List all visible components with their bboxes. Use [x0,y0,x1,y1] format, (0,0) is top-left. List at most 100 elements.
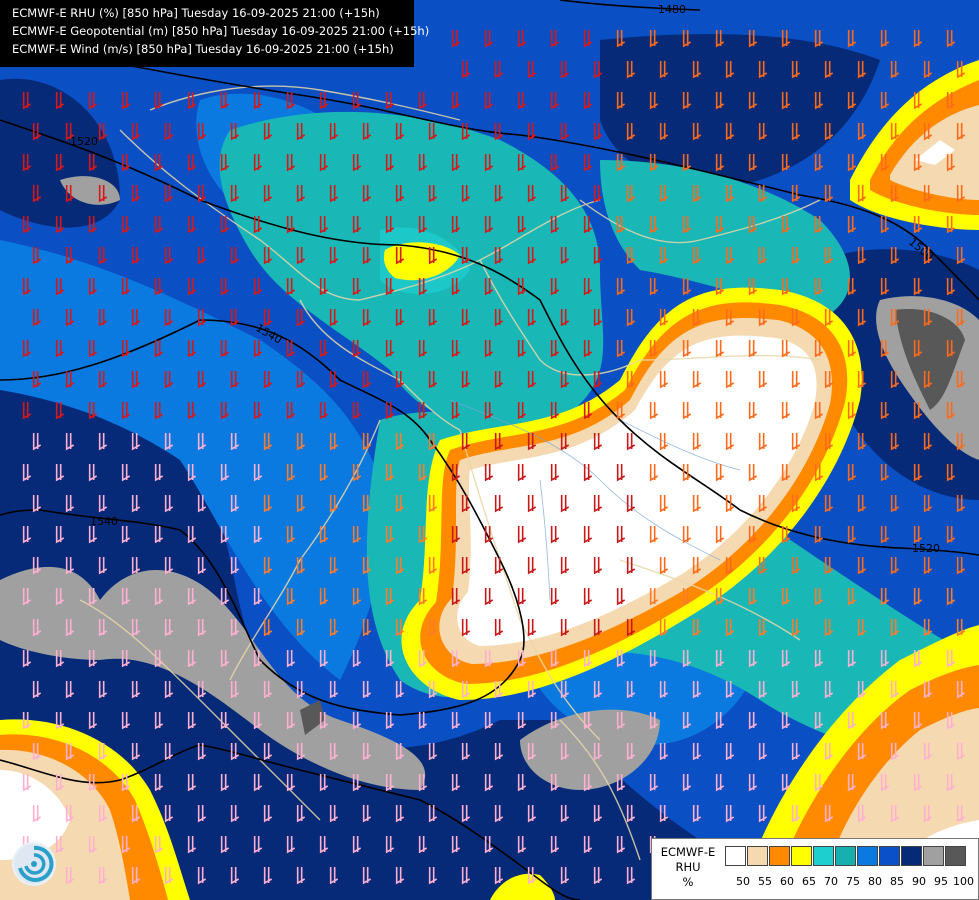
wind-barb [121,836,131,854]
legend-title-variable: RHU [675,860,701,874]
wind-barb [626,805,636,823]
wind-barb [527,867,537,885]
wind-barb [616,650,626,668]
wind-barb [527,247,537,265]
wind-barb [329,433,339,451]
wind-barb [55,92,65,110]
wind-barb [319,774,329,792]
wind-barb [418,340,428,358]
wind-barb [154,650,164,668]
wind-barb [230,495,240,513]
wind-barb [715,278,725,296]
wind-barb [847,526,857,544]
wind-barb [352,340,362,358]
wind-barb [263,495,273,513]
wind-barb [527,371,537,389]
wind-barb [649,774,659,792]
wind-barb [517,836,527,854]
wind-barb [22,92,32,110]
wind-barb [550,92,560,110]
wind-barb [494,247,504,265]
wind-barb [451,278,461,296]
wind-barb [263,619,273,637]
wind-barb [649,588,659,606]
wind-barb [494,433,504,451]
wind-barb [22,712,32,730]
wind-barb [550,154,560,172]
wind-barb [659,619,669,637]
wind-barbs [22,30,966,885]
wind-barb [352,712,362,730]
wind-barb [583,526,593,544]
wind-barb [715,588,725,606]
wind-barb [263,867,273,885]
legend-title-model: ECMWF-E [660,845,716,859]
wind-barb [748,402,758,420]
contour-label: 1540 [90,515,118,528]
wind-barb [593,495,603,513]
wind-barb [65,681,75,699]
wind-barb [154,464,164,482]
wind-barb [550,402,560,420]
wind-barb [715,712,725,730]
wind-barb [451,340,461,358]
wind-barb [494,805,504,823]
wind-barb [890,61,900,79]
wind-barb [197,867,207,885]
wind-barb [65,433,75,451]
wind-barb [847,154,857,172]
wind-barb [362,867,372,885]
wind-barb [814,340,824,358]
wind-barb [484,154,494,172]
wind-barb [913,526,923,544]
wind-barb [253,588,263,606]
wind-barb [550,30,560,48]
wind-barb [451,216,461,234]
wind-barb [781,650,791,668]
legend-label: 95 [934,875,948,888]
wind-barb [296,619,306,637]
wind-barb [22,588,32,606]
wind-barb [692,123,702,141]
wind-barb [956,681,966,699]
wind-barb [956,743,966,761]
wind-barb [484,402,494,420]
wind-barb [484,92,494,110]
wind-barb [814,712,824,730]
wind-barb [362,681,372,699]
wind-barb [55,526,65,544]
wind-barb [758,619,768,637]
wind-barb [857,185,867,203]
wind-barb [616,774,626,792]
wind-barb [649,402,659,420]
wind-barb [484,836,494,854]
wind-barb [98,681,108,699]
wind-barb [560,247,570,265]
wind-barb [55,216,65,234]
wind-barb [715,526,725,544]
wind-barb [913,340,923,358]
wind-barb [253,154,263,172]
wind-barb [319,712,329,730]
wind-barb [857,557,867,575]
wind-barb [154,278,164,296]
wind-barb [253,650,263,668]
wind-barb [253,278,263,296]
wind-barb [296,309,306,327]
wind-barb [715,774,725,792]
wind-barb [880,216,890,234]
wind-barb [758,185,768,203]
wind-barb [923,433,933,451]
wind-barb [164,619,174,637]
wind-barb [230,619,240,637]
wind-barb [55,712,65,730]
wind-barb [220,216,230,234]
wind-barb [880,340,890,358]
wind-barb [296,123,306,141]
wind-barb [946,92,956,110]
wind-barb [715,92,725,110]
wind-barb [319,402,329,420]
wind-barb [550,712,560,730]
wind-barb [451,30,461,48]
